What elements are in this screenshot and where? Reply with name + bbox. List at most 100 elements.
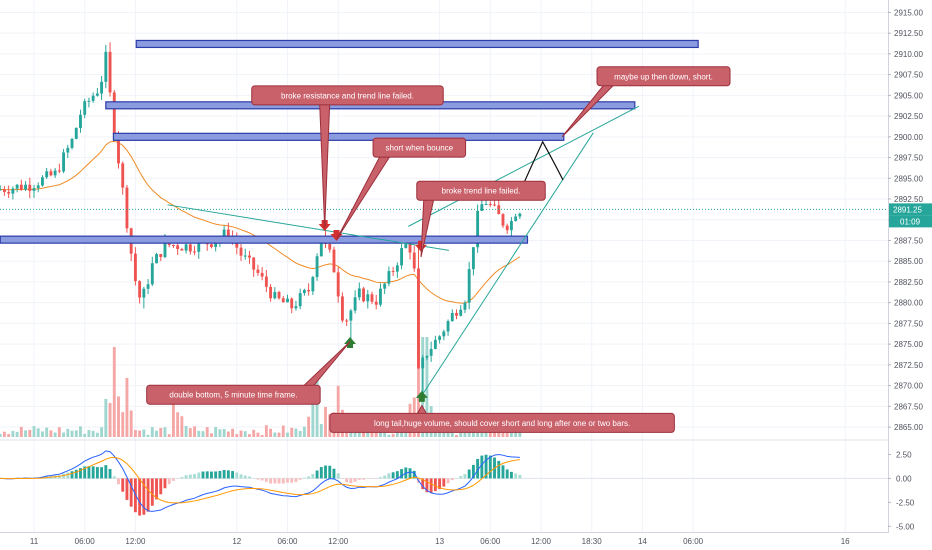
candle-body[interactable] [480, 204, 484, 211]
candle-body[interactable] [150, 263, 154, 285]
candle-body[interactable] [374, 301, 378, 305]
candle-body[interactable] [41, 177, 44, 186]
candle-body[interactable] [239, 247, 243, 256]
callout-1[interactable]: broke resistance and trend line failed. [251, 85, 444, 229]
candle-body[interactable] [171, 244, 175, 246]
candle-body[interactable] [226, 229, 230, 238]
candle-body[interactable] [66, 147, 70, 153]
candle-body[interactable] [501, 214, 505, 226]
candle-body[interactable] [408, 240, 412, 253]
candle-body[interactable] [108, 51, 112, 93]
candle-body[interactable] [197, 241, 201, 252]
candle-body[interactable] [104, 51, 108, 82]
candle-body[interactable] [95, 93, 99, 96]
candle-body[interactable] [36, 185, 40, 189]
candle-body[interactable] [281, 298, 285, 303]
candle-body[interactable] [15, 184, 19, 189]
candle-body[interactable] [332, 249, 336, 273]
candle-body[interactable] [514, 216, 518, 221]
candle-body[interactable] [471, 247, 475, 270]
candlesticks[interactable] [0, 42, 522, 399]
arrow-up-icon[interactable] [415, 390, 428, 402]
candle-body[interactable] [340, 296, 344, 321]
candle-body[interactable] [349, 310, 353, 321]
candle-body[interactable] [433, 339, 437, 349]
candle-body[interactable] [450, 312, 454, 322]
trend-line-3[interactable] [421, 132, 594, 396]
candle-body[interactable] [184, 244, 188, 251]
candle-body[interactable] [142, 288, 146, 298]
candle-body[interactable] [446, 321, 450, 332]
candle-body[interactable] [345, 320, 349, 322]
candle-body[interactable] [518, 213, 522, 217]
candle-body[interactable] [298, 293, 302, 307]
candle-body[interactable] [493, 204, 496, 206]
candle-body[interactable] [193, 251, 196, 253]
candle-body[interactable] [180, 249, 184, 251]
candle-body[interactable] [210, 244, 213, 247]
candle-body[interactable] [290, 298, 294, 309]
candle-body[interactable] [370, 294, 374, 302]
candle-body[interactable] [484, 204, 488, 206]
candle-body[interactable] [7, 192, 11, 194]
candle-body[interactable] [505, 225, 509, 231]
candle-body[interactable] [79, 114, 82, 128]
candle-body[interactable] [425, 355, 429, 358]
candle-body[interactable] [87, 100, 91, 102]
candle-body[interactable] [125, 187, 129, 229]
candle-body[interactable] [311, 277, 315, 292]
candle-body[interactable] [32, 188, 36, 191]
candle-body[interactable] [49, 171, 53, 176]
candle-body[interactable] [294, 306, 298, 309]
candle-body[interactable] [248, 255, 251, 258]
candle-body[interactable] [100, 81, 104, 94]
trend-line-1[interactable] [167, 204, 449, 251]
candle-body[interactable] [62, 152, 66, 172]
candle-body[interactable] [112, 92, 116, 135]
candle-body[interactable] [70, 138, 74, 148]
level-rect-3[interactable] [112, 132, 565, 141]
candle-body[interactable] [319, 241, 323, 257]
candle-body[interactable] [387, 271, 391, 284]
candle-body[interactable] [286, 298, 289, 303]
candle-body[interactable] [459, 309, 463, 316]
candle-body[interactable] [57, 170, 61, 172]
candle-body[interactable] [159, 254, 163, 258]
candle-body[interactable] [417, 268, 420, 369]
time-axis[interactable]: 11 06:00 12:00 12 06:00 12:00 13 06:00 12:00 18:3… [0, 532, 889, 550]
trend-line-2[interactable] [408, 105, 640, 227]
candle-body[interactable] [138, 281, 142, 298]
candle-body[interactable] [19, 184, 23, 190]
candle-body[interactable] [404, 240, 408, 249]
candle-body[interactable] [429, 348, 433, 356]
candle-body[interactable] [133, 253, 137, 282]
candle-body[interactable] [11, 188, 15, 194]
candle-body[interactable] [438, 336, 442, 340]
candle-body[interactable] [0, 189, 2, 191]
candle-body[interactable] [260, 272, 264, 277]
candle-body[interactable] [366, 294, 370, 302]
candle-body[interactable] [391, 271, 395, 273]
candle-body[interactable] [421, 357, 425, 369]
candle-body[interactable] [455, 312, 458, 316]
candle-body[interactable] [45, 171, 49, 178]
candle-body[interactable] [379, 288, 382, 305]
candle-body[interactable] [121, 163, 125, 188]
candle-body[interactable] [400, 248, 404, 266]
candle-body[interactable] [463, 302, 467, 310]
callout-5[interactable]: double bottom, 5 minute time frame. [146, 341, 351, 405]
candle-body[interactable] [53, 170, 57, 176]
candle-body[interactable] [24, 184, 27, 190]
candle-body[interactable] [362, 288, 365, 302]
candle-body[interactable] [395, 265, 399, 272]
candle-body[interactable] [383, 283, 387, 289]
candle-body[interactable] [302, 289, 306, 294]
candle-body[interactable] [28, 184, 32, 191]
candle-body[interactable] [476, 210, 480, 248]
candle-body[interactable] [412, 252, 416, 269]
candle-body[interactable] [307, 289, 311, 292]
candle-body[interactable] [336, 272, 340, 297]
candle-body[interactable] [277, 292, 281, 299]
candle-body[interactable] [188, 244, 192, 252]
candle-body[interactable] [273, 292, 277, 299]
